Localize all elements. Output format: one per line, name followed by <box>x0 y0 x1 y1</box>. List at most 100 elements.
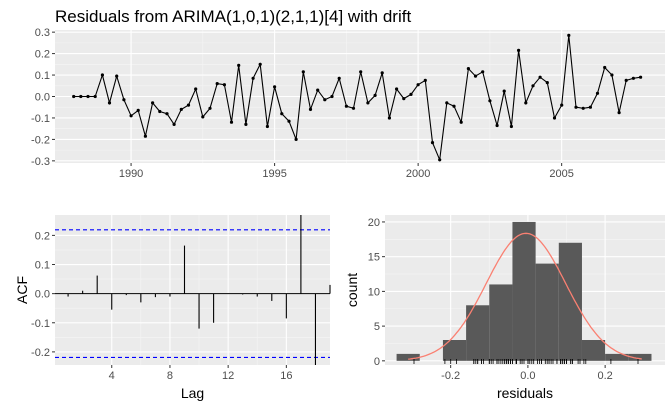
histogram-bar <box>442 340 467 361</box>
residual-point <box>517 48 521 53</box>
residual-point <box>79 94 83 99</box>
residual-point <box>380 71 384 75</box>
histogram-bar <box>396 353 420 361</box>
residual-point <box>538 75 542 79</box>
residual-point <box>359 70 363 74</box>
residual-point <box>100 73 104 77</box>
residual-point <box>373 93 377 97</box>
residual-point <box>337 76 341 80</box>
residual-point <box>122 98 126 102</box>
residual-point <box>280 112 284 116</box>
residual-point <box>610 73 614 77</box>
residual-point <box>186 103 191 107</box>
residual-point <box>567 33 571 38</box>
residual-point <box>115 74 119 78</box>
chart-title: Residuals from ARIMA(1,0,1)(2,1,1)[4] wi… <box>55 7 411 26</box>
hist-y-tick-label: 0 <box>374 356 380 368</box>
residual-point <box>524 101 528 105</box>
hist-y-tick-label: 5 <box>374 321 380 333</box>
acf-background <box>55 215 330 365</box>
acf-x-axis-title: Lag <box>181 385 204 401</box>
histogram-bar <box>605 353 629 361</box>
residual-point <box>639 75 643 79</box>
residual-point <box>560 103 564 107</box>
acf-y-tick-label: -0.1 <box>31 318 50 330</box>
residual-point <box>251 76 255 80</box>
residual-point <box>416 83 420 87</box>
residual-point <box>395 87 399 91</box>
residual-point <box>208 106 212 110</box>
residual-point <box>107 101 112 105</box>
histogram-bar <box>535 263 559 361</box>
residual-point <box>330 94 334 99</box>
acf-x-tick-label: 12 <box>222 370 234 382</box>
acf-y-tick-label: 0.1 <box>35 260 50 272</box>
ts-y-tick-label: -0.2 <box>31 134 50 146</box>
residual-point <box>481 70 485 74</box>
residual-point <box>631 76 636 80</box>
residual-point <box>402 97 406 101</box>
residual-point <box>445 101 449 105</box>
residual-point <box>409 92 413 96</box>
ts-x-tick-label: 2000 <box>406 168 430 180</box>
residual-point <box>165 112 169 116</box>
residual-point <box>222 83 226 87</box>
hist-x-tick-label: -0.2 <box>441 370 460 382</box>
ts-y-tick-label: 0.0 <box>35 92 50 104</box>
residual-point <box>624 78 628 82</box>
histogram-bar <box>512 221 536 361</box>
residual-series-panel: 1990 1995 2000 2005 -0.3 -0.2 -0.1 0.0 0.1 0.2 0.3 <box>31 27 665 180</box>
acf-x-tick-label: 8 <box>167 370 173 382</box>
residual-point <box>136 108 140 112</box>
histogram-bar <box>558 242 582 361</box>
histogram-bar <box>466 305 490 361</box>
residual-point <box>502 89 506 93</box>
normal-density-curve <box>408 232 642 360</box>
residual-point <box>617 111 621 115</box>
ts-x-tick-label: 1990 <box>119 168 143 180</box>
residual-point <box>158 109 162 114</box>
hist-x-tick-label: 0.2 <box>597 370 612 382</box>
ts-y-tick-label: -0.3 <box>31 156 50 168</box>
histogram-bar <box>489 284 513 361</box>
acf-y-tick-label: 0.0 <box>35 289 50 301</box>
hist-y-tick-label: 15 <box>368 252 380 264</box>
residual-point <box>603 65 607 70</box>
ts-y-tick-label: 0.1 <box>35 70 50 82</box>
residual-point <box>595 91 600 95</box>
residual-point <box>387 116 391 120</box>
hist-y-tick-label: 10 <box>368 286 380 298</box>
acf-panel: 4 8 12 16 -0.2 -0.1 0.0 0.1 0.2 Lag ACF <box>14 215 331 401</box>
acf-y-tick-label: -0.2 <box>31 347 50 359</box>
residual-point <box>201 115 205 119</box>
residual-point <box>588 105 593 109</box>
ts-x-tick-label: 1995 <box>262 168 286 180</box>
residual-point <box>366 101 370 105</box>
residual-point <box>423 78 427 82</box>
ts-x-tick-label: 2005 <box>549 168 573 180</box>
residual-point <box>194 87 198 91</box>
histogram-panel: -0.2 0.0 0.2 0 5 10 15 20 residuals count <box>344 215 665 401</box>
ts-y-tick-label: 0.3 <box>35 27 50 39</box>
residual-point <box>151 101 155 105</box>
residual-point <box>323 98 327 102</box>
residual-point <box>258 62 262 66</box>
residual-point <box>351 106 356 110</box>
residual-point <box>344 104 348 108</box>
residual-point <box>473 74 478 78</box>
residual-point <box>438 158 442 162</box>
acf-y-axis-title: ACF <box>14 276 30 304</box>
residual-point <box>509 124 513 129</box>
residual-point <box>452 104 456 108</box>
residual-point <box>552 116 557 120</box>
histogram-bar <box>628 353 652 361</box>
residual-point <box>488 99 492 103</box>
residual-point <box>459 120 463 124</box>
hist-x-axis-title: residuals <box>497 385 553 401</box>
residual-point <box>287 119 291 123</box>
residual-point <box>308 107 313 111</box>
residual-point <box>229 120 234 124</box>
residual-point <box>265 124 269 129</box>
residual-point <box>316 88 320 92</box>
residual-point <box>466 67 470 71</box>
